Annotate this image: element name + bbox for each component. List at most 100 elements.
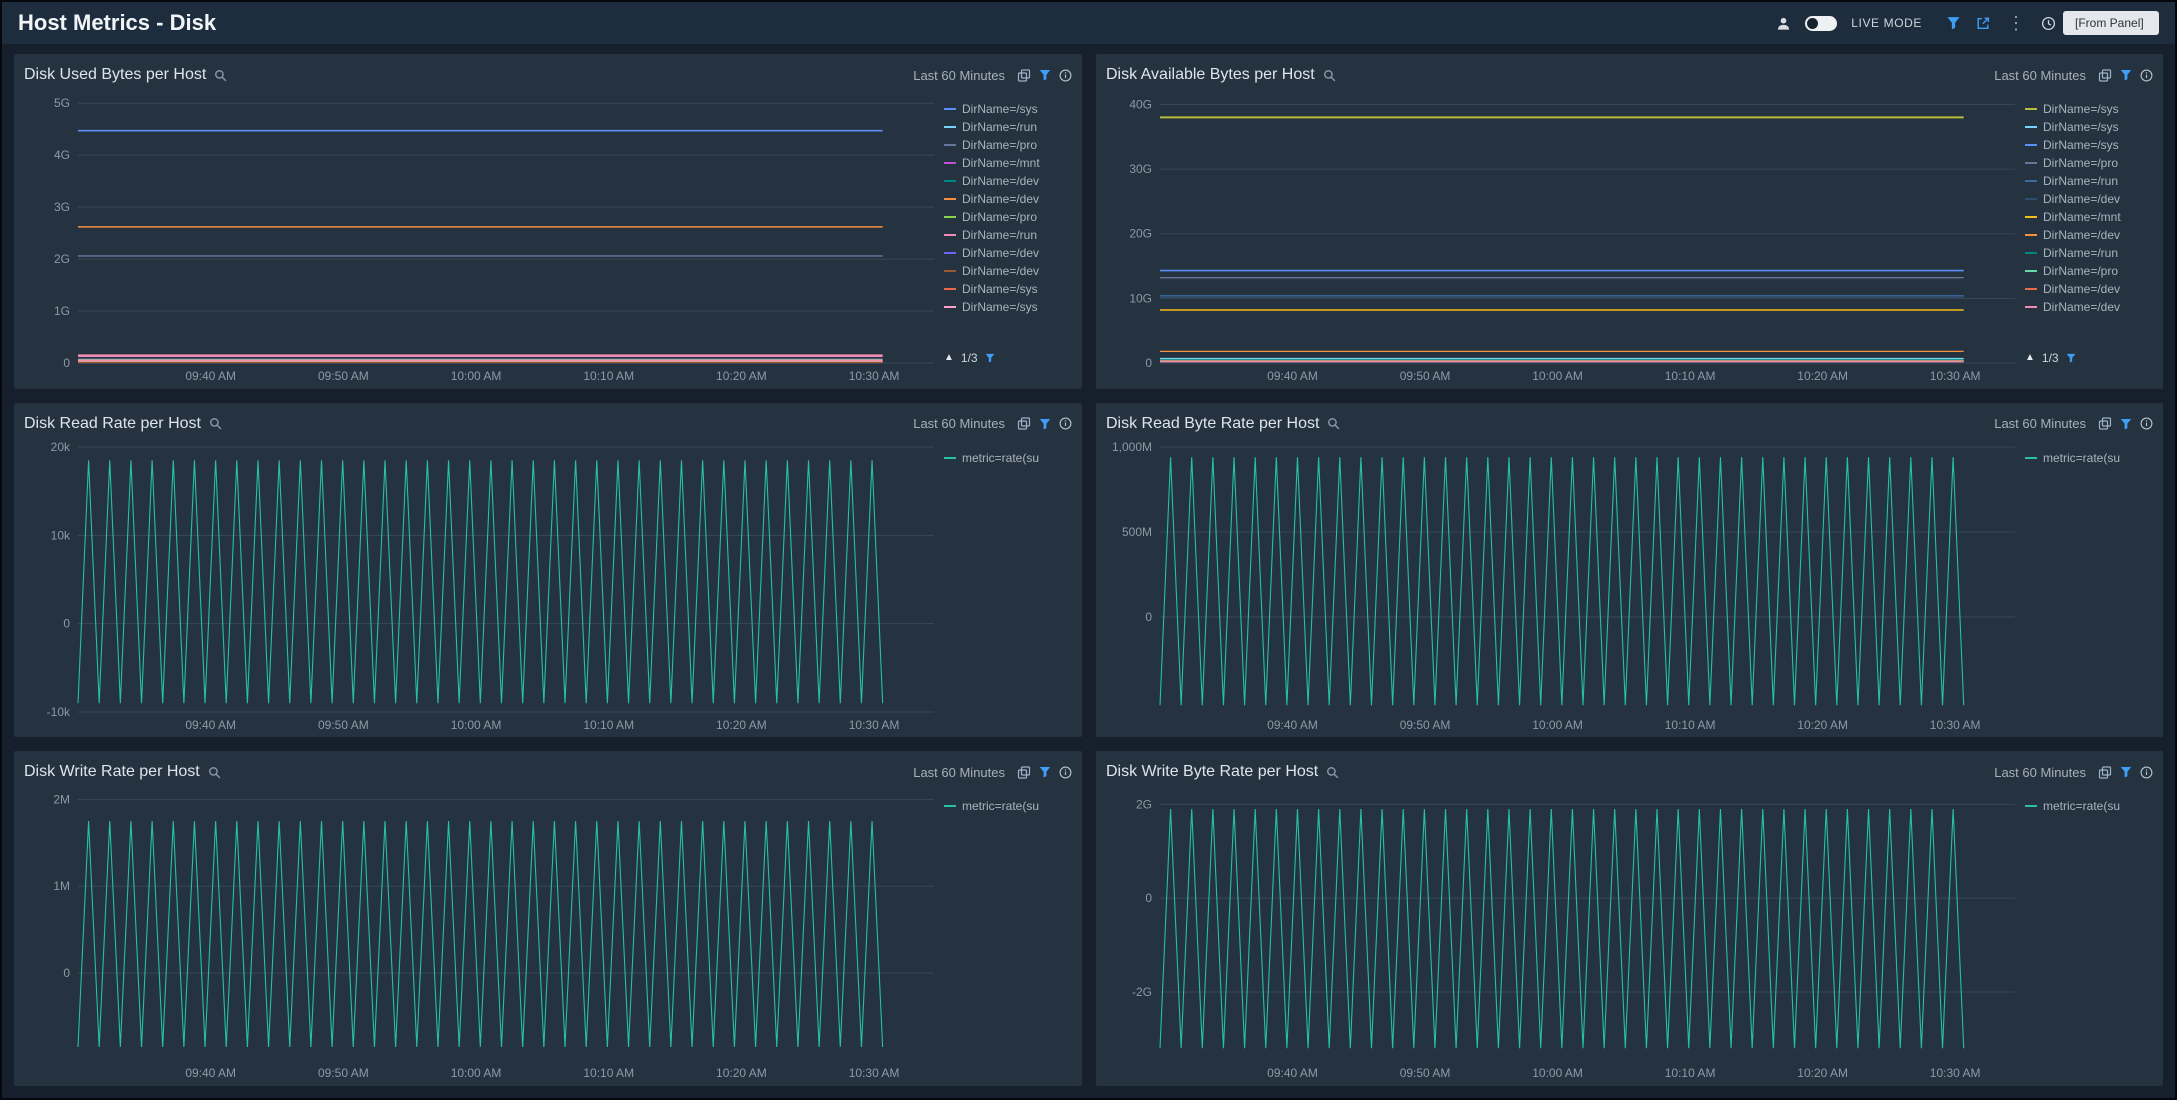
legend-item[interactable]: DirName=/pro	[944, 138, 1072, 152]
chart-area[interactable]: 0 1G 2G 3G 4G 5G 09:40 AM 09:50 AM 10:00 AM 10:10…	[24, 90, 940, 387]
svg-text:10:00 AM: 10:00 AM	[451, 718, 502, 732]
legend-filter-icon[interactable]	[985, 353, 995, 363]
legend-item[interactable]: DirName=/run	[2025, 174, 2153, 188]
legend-item[interactable]: DirName=/dev	[2025, 282, 2153, 296]
legend-item[interactable]: DirName=/sys	[2025, 138, 2153, 152]
info-icon[interactable]	[2140, 69, 2153, 82]
legend-pagination[interactable]: ▲ 1/3	[2025, 351, 2153, 365]
magnifier-icon[interactable]	[214, 69, 227, 82]
legend-item[interactable]: DirName=/sys	[2025, 102, 2153, 116]
svg-text:20k: 20k	[51, 440, 71, 454]
legend-item[interactable]: DirName=/dev	[944, 246, 1072, 260]
legend-series-label: DirName=/dev	[962, 192, 1040, 206]
filter-icon[interactable]	[1039, 766, 1051, 778]
legend: metric=rate(su	[2021, 787, 2153, 1084]
legend-item[interactable]: DirName=/mnt	[944, 156, 1072, 170]
chart-canvas[interactable]: 0 10G 20G 30G 40G 09:40 AM 09:50 AM 10:00 AM 10:…	[1106, 90, 2021, 387]
filter-icon[interactable]	[1039, 418, 1051, 430]
time-selector[interactable]: [From Panel]	[2041, 11, 2159, 35]
info-icon[interactable]	[1059, 766, 1072, 779]
chart-area[interactable]: 0 10G 20G 30G 40G 09:40 AM 09:50 AM 10:00 AM 10:…	[1106, 90, 2021, 387]
panel-time-range[interactable]: Last 60 Minutes	[1994, 416, 2086, 432]
svg-text:09:50 AM: 09:50 AM	[318, 718, 369, 732]
legend-item[interactable]: DirName=/run	[2025, 246, 2153, 260]
chart-area[interactable]: -2G 0 2G 09:40 AM 09:50 AM 10:00 AM 10:10 AM 10…	[1106, 787, 2021, 1084]
magnifier-icon[interactable]	[1327, 417, 1340, 430]
legend-item[interactable]: DirName=/mnt	[2025, 210, 2153, 224]
chart-canvas[interactable]: -10k 0 10k 20k 09:40 AM 09:50 AM 10:00 AM 10:10…	[24, 439, 940, 736]
chart-area[interactable]: 0 1M 2M 09:40 AM 09:50 AM 10:00 AM 10:10 AM 10:…	[24, 787, 940, 1084]
panel-time-range[interactable]: Last 60 Minutes	[1994, 67, 2086, 83]
panel-time-range[interactable]: Last 60 Minutes	[913, 416, 1005, 432]
legend-series-swatch	[2025, 180, 2037, 182]
legend-item[interactable]: DirName=/run	[944, 228, 1072, 242]
legend-item[interactable]: DirName=/pro	[2025, 156, 2153, 170]
filter-icon[interactable]	[1946, 16, 1961, 30]
chart-area[interactable]: -10k 0 10k 20k 09:40 AM 09:50 AM 10:00 AM 10:10…	[24, 439, 940, 736]
legend-item[interactable]: DirName=/dev	[2025, 192, 2153, 206]
legend-series-label: DirName=/dev	[2043, 228, 2121, 242]
chart-canvas[interactable]: -2G 0 2G 09:40 AM 09:50 AM 10:00 AM 10:10 AM 10…	[1106, 787, 2021, 1084]
filter-icon[interactable]	[2120, 418, 2132, 430]
svg-text:0: 0	[63, 966, 70, 980]
share-icon[interactable]	[1975, 16, 1991, 31]
legend-item[interactable]: DirName=/dev	[2025, 300, 2153, 314]
svg-text:1G: 1G	[54, 304, 70, 318]
copy-panel-icon[interactable]	[2098, 766, 2112, 779]
legend-item[interactable]: metric=rate(su	[2025, 451, 2153, 465]
info-icon[interactable]	[1059, 69, 1072, 82]
filter-icon[interactable]	[2120, 69, 2132, 81]
kebab-menu-icon[interactable]: ⋮	[2007, 12, 2025, 33]
legend-up-arrow-icon[interactable]: ▲	[944, 352, 954, 364]
info-icon[interactable]	[2140, 417, 2153, 430]
legend-item[interactable]: metric=rate(su	[944, 451, 1072, 465]
legend-item[interactable]: DirName=/sys	[944, 300, 1072, 314]
filter-icon[interactable]	[1039, 69, 1051, 81]
magnifier-icon[interactable]	[209, 417, 222, 430]
info-icon[interactable]	[1059, 417, 1072, 430]
filter-icon[interactable]	[2120, 766, 2132, 778]
svg-text:10:10 AM: 10:10 AM	[583, 718, 634, 732]
panel-time-range[interactable]: Last 60 Minutes	[1994, 764, 2086, 780]
chart-canvas[interactable]: 0 500M 1,000M 09:40 AM 09:50 AM 10:00 AM 10:10…	[1106, 439, 2021, 736]
user-icon[interactable]	[1776, 16, 1791, 31]
panel-time-range[interactable]: Last 60 Minutes	[913, 67, 1005, 83]
legend-item[interactable]: DirName=/dev	[944, 192, 1072, 206]
legend-series-swatch	[2025, 198, 2037, 200]
chart-area[interactable]: 0 500M 1,000M 09:40 AM 09:50 AM 10:00 AM 10:10…	[1106, 439, 2021, 736]
legend-items: metric=rate(su	[2025, 799, 2153, 813]
legend-item[interactable]: DirName=/dev	[2025, 228, 2153, 242]
panel-time-range[interactable]: Last 60 Minutes	[913, 764, 1005, 780]
time-selector-value[interactable]: [From Panel]	[2063, 11, 2159, 35]
svg-text:0: 0	[1145, 356, 1152, 370]
copy-panel-icon[interactable]	[2098, 417, 2112, 430]
chart-canvas[interactable]: 0 1M 2M 09:40 AM 09:50 AM 10:00 AM 10:10 AM 10:…	[24, 787, 940, 1084]
magnifier-icon[interactable]	[1323, 69, 1336, 82]
legend-item[interactable]: DirName=/sys	[944, 282, 1072, 296]
legend-item[interactable]: DirName=/pro	[944, 210, 1072, 224]
magnifier-icon[interactable]	[208, 766, 221, 779]
legend-item[interactable]: DirName=/dev	[944, 264, 1072, 278]
legend-item[interactable]: DirName=/dev	[944, 174, 1072, 188]
legend-item[interactable]: DirName=/sys	[2025, 120, 2153, 134]
legend-pagination[interactable]: ▲ 1/3	[944, 351, 1072, 365]
info-icon[interactable]	[2140, 766, 2153, 779]
legend-item[interactable]: DirName=/run	[944, 120, 1072, 134]
legend-items: metric=rate(su	[944, 799, 1072, 813]
legend-up-arrow-icon[interactable]: ▲	[2025, 352, 2035, 364]
chart-canvas[interactable]: 0 1G 2G 3G 4G 5G 09:40 AM 09:50 AM 10:00 AM 10:10…	[24, 90, 940, 387]
copy-panel-icon[interactable]	[1017, 417, 1031, 430]
live-mode-toggle[interactable]	[1805, 15, 1838, 31]
legend-item[interactable]: metric=rate(su	[944, 799, 1072, 813]
copy-panel-icon[interactable]	[1017, 766, 1031, 779]
copy-panel-icon[interactable]	[2098, 68, 2112, 82]
legend-item[interactable]: DirName=/sys	[944, 102, 1072, 116]
panel-title: Disk Write Byte Rate per Host	[1106, 763, 1319, 781]
copy-panel-icon[interactable]	[1017, 68, 1031, 82]
legend-item[interactable]: DirName=/pro	[2025, 264, 2153, 278]
legend-filter-icon[interactable]	[2066, 353, 2076, 363]
legend-series-swatch	[2025, 270, 2037, 272]
legend-series-label: DirName=/dev	[962, 246, 1040, 260]
legend-item[interactable]: metric=rate(su	[2025, 799, 2153, 813]
magnifier-icon[interactable]	[1326, 766, 1339, 779]
